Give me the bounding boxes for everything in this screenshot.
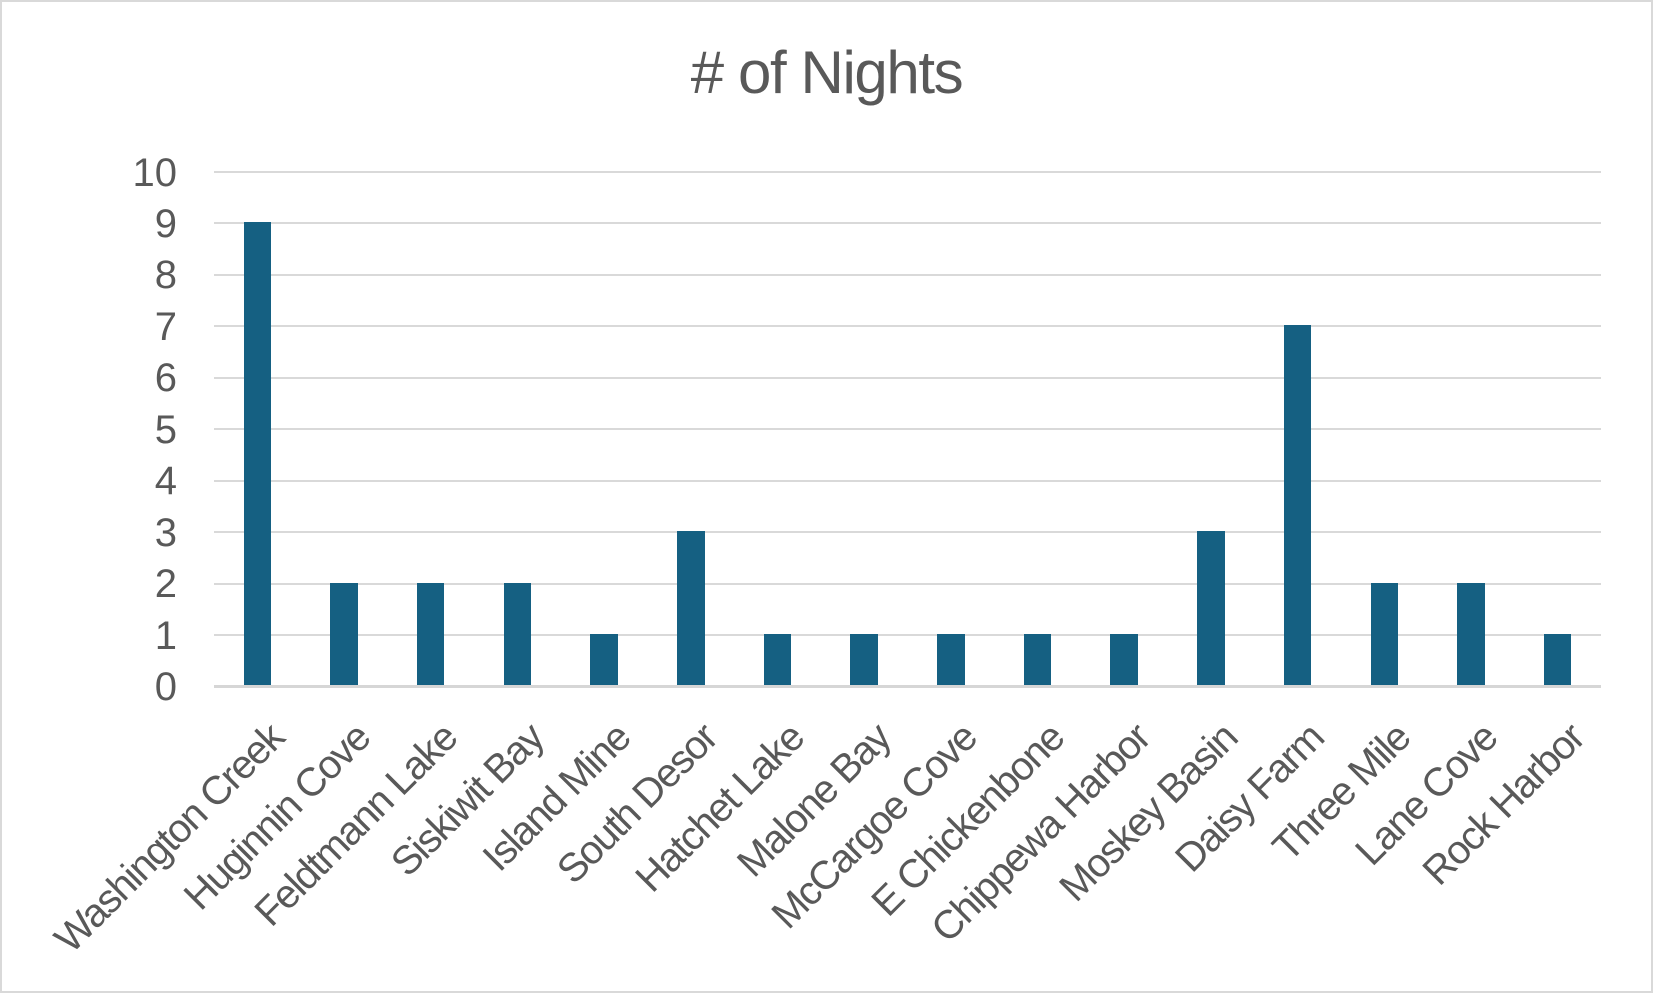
bar-lane-cove [1457,582,1485,685]
bar-three-mile [1370,582,1399,685]
chart-title: # of Nights [690,39,964,106]
y-tick-label-3: 3 [154,510,177,555]
gridline-2 [214,582,1601,585]
y-tick-label-10: 10 [132,150,178,195]
bar-south-desor [677,531,705,685]
gridline-4 [214,479,1601,482]
bar-moskey-basin [1197,531,1225,685]
y-tick-label-6: 6 [154,356,177,401]
gridline-1 [214,634,1601,637]
y-tick-label-1: 1 [154,613,177,658]
bar-feldtmann-lake [416,582,445,685]
gridline-3 [214,531,1601,534]
bar-e-chickenbone [1023,634,1052,685]
gridline-6 [214,376,1601,379]
gridline-8 [214,273,1601,276]
y-tick-label-2: 2 [154,562,177,607]
gridline-5 [214,428,1601,431]
bar-mccargoe-cove [937,634,965,685]
bar-daisy-farm [1283,325,1312,685]
bar-siskiwit-bay [503,582,532,685]
bar-island-mine [590,634,618,685]
bar-washington-creek [243,222,272,685]
bar-huginnin-cove [330,582,358,685]
y-tick-label-5: 5 [154,407,177,452]
bar-chippewa-harbor [1110,634,1138,685]
y-tick-label-4: 4 [154,459,177,504]
y-tick-label-9: 9 [154,201,177,246]
gridline-7 [214,325,1601,328]
gridline-10 [214,171,1601,173]
y-tick-label-8: 8 [154,253,177,298]
gridline-9 [214,222,1601,225]
bar-malone-bay [850,634,878,685]
x-axis-line [214,685,1601,688]
y-tick-label-0: 0 [154,665,177,709]
bar-hatchet-lake [763,634,792,685]
bar-rock-harbor [1543,634,1572,685]
y-tick-label-7: 7 [154,304,177,349]
